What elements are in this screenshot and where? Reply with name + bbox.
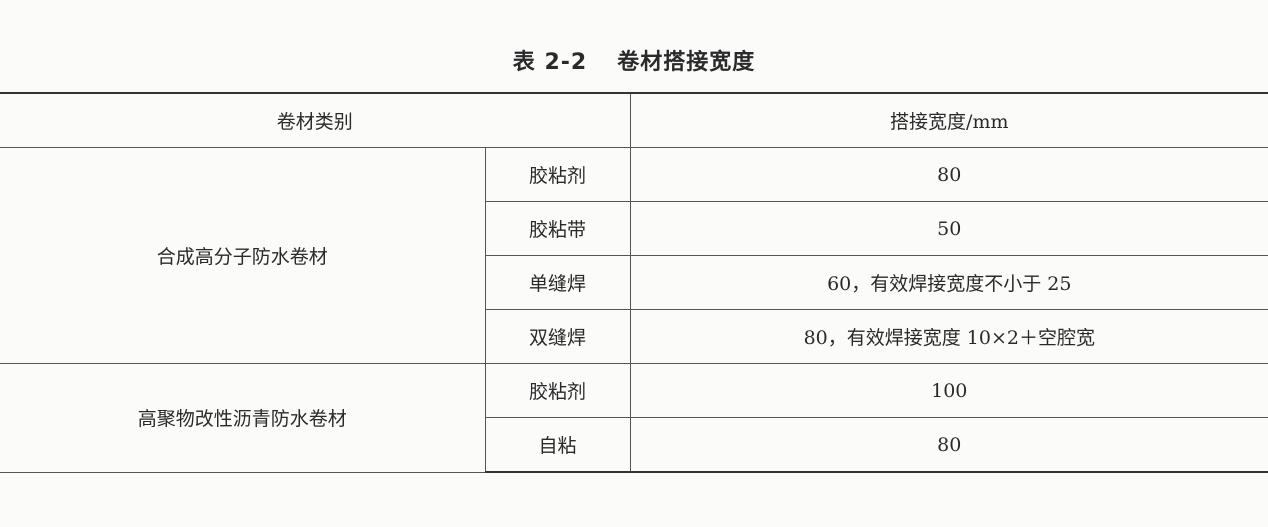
- lap-width-table: 卷材类别 搭接宽度/mm 合成高分子防水卷材 胶粘剂 80 胶粘带 50 单缝焊…: [0, 92, 1268, 473]
- header-row: 卷材类别 搭接宽度/mm: [0, 92, 1268, 148]
- header-width: 搭接宽度/mm: [629, 92, 1268, 148]
- width-cell: 80: [629, 147, 1268, 202]
- table-row: 自粘 80: [0, 417, 1268, 473]
- table-row: 胶粘带 50: [0, 201, 1268, 256]
- width-cell: 100: [629, 363, 1268, 418]
- method-cell: 单缝焊: [485, 255, 631, 310]
- category-cell: 高聚物改性沥青防水卷材: [0, 363, 486, 473]
- width-cell: 60，有效焊接宽度不小于 25: [629, 255, 1268, 310]
- table-title: 表 2-2 卷材搭接宽度: [0, 44, 1268, 76]
- table-row: 高聚物改性沥青防水卷材 胶粘剂 100: [0, 363, 1268, 473]
- method-cell: 自粘: [485, 417, 631, 473]
- method-cell: 胶粘剂: [484, 147, 631, 202]
- table-number: 表 2-2: [512, 50, 588, 75]
- width-cell: 80，有效焊接宽度 10×2＋空腔宽: [629, 309, 1268, 364]
- method-cell: 胶粘剂: [484, 363, 631, 418]
- width-cell: 80: [629, 417, 1268, 473]
- method-cell: 双缝焊: [485, 309, 631, 364]
- method-cell: 胶粘带: [485, 201, 631, 256]
- table-caption: 卷材搭接宽度: [617, 50, 756, 75]
- category-cell: 合成高分子防水卷材: [0, 147, 486, 364]
- header-category: 卷材类别: [0, 92, 631, 148]
- width-cell: 50: [629, 201, 1268, 256]
- table-row: 合成高分子防水卷材 胶粘剂 80: [0, 147, 1268, 364]
